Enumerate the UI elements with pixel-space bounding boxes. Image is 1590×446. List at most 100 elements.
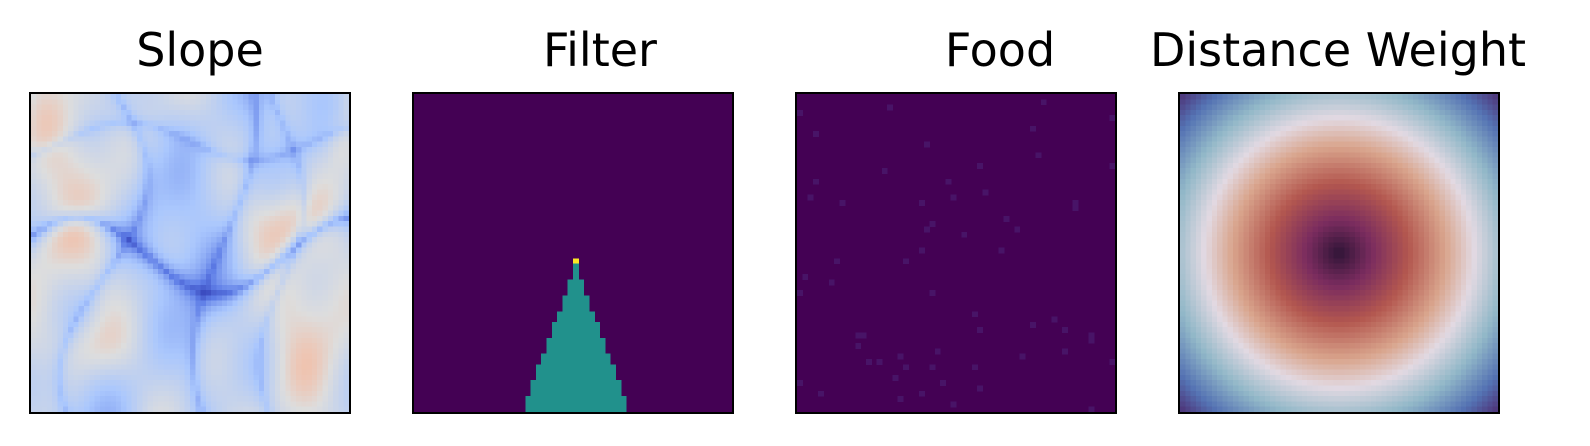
- heatmap-cell: [89, 284, 96, 291]
- heatmap-cell: [205, 327, 212, 334]
- heatmap-cell: [306, 374, 313, 381]
- filter-cone-cell: [573, 284, 579, 291]
- heatmap-cell: [306, 311, 313, 318]
- heatmap-cell: [126, 321, 133, 328]
- heatmap-cell: [296, 332, 302, 339]
- heatmap-cell: [121, 306, 127, 312]
- heatmap-cell: [290, 178, 297, 185]
- filter-cone-cell: [525, 406, 532, 412]
- heatmap-cell: [200, 380, 207, 387]
- filter-cone-cell: [604, 359, 611, 365]
- heatmap-cell: [211, 247, 218, 254]
- heatmap-cell: [1180, 147, 1186, 153]
- heatmap-cell: [211, 178, 218, 185]
- heatmap-cell: [1339, 136, 1345, 143]
- heatmap-cell: [1439, 99, 1446, 106]
- heatmap-cell: [158, 125, 165, 132]
- heatmap-cell: [1349, 104, 1356, 111]
- heatmap-cell: [147, 396, 154, 402]
- heatmap-cell: [142, 147, 149, 153]
- heatmap-cell: [1275, 173, 1282, 180]
- heatmap-cell: [1185, 152, 1192, 159]
- heatmap-cell: [243, 231, 249, 238]
- heatmap-cell: [57, 258, 64, 265]
- heatmap-cell: [285, 136, 292, 143]
- heatmap-cell: [121, 231, 127, 238]
- heatmap-cell: [317, 311, 324, 318]
- heatmap-cell: [115, 290, 122, 296]
- heatmap-cell: [121, 311, 127, 318]
- heatmap-cell: [137, 221, 143, 228]
- heatmap-cell: [227, 205, 233, 212]
- heatmap-cell: [73, 162, 80, 169]
- heatmap-cell: [216, 125, 223, 132]
- heatmap-cell: [78, 205, 85, 212]
- heatmap-cell: [179, 359, 186, 365]
- heatmap-cell: [1195, 152, 1202, 159]
- heatmap-cell: [322, 184, 329, 190]
- heatmap-cell: [269, 359, 276, 365]
- heatmap-cell: [1418, 125, 1425, 132]
- filter-cone-cell: [583, 369, 590, 376]
- heatmap-cell: [216, 237, 223, 243]
- heatmap-cell: [274, 184, 281, 190]
- heatmap-cell: [142, 194, 149, 201]
- heatmap-cell: [1450, 168, 1457, 175]
- heatmap-cell: [147, 109, 154, 116]
- heatmap-cell: [126, 247, 133, 254]
- heatmap-cell: [115, 210, 122, 217]
- heatmap-cell: [290, 364, 297, 371]
- heatmap-cell: [110, 237, 117, 243]
- heatmap-cell: [1280, 147, 1287, 153]
- heatmap-cell: [1227, 147, 1234, 153]
- heatmap-cell: [1397, 104, 1404, 111]
- heatmap-cell: [1365, 104, 1372, 111]
- heatmap-cell: [1275, 125, 1282, 132]
- heatmap-cell: [322, 94, 329, 100]
- heatmap-cell: [1291, 157, 1298, 164]
- heatmap-cell: [1445, 115, 1451, 122]
- heatmap-cell: [301, 205, 308, 212]
- heatmap-cell: [46, 321, 53, 328]
- heatmap-cell: [338, 348, 345, 355]
- heatmap-cell: [168, 306, 175, 312]
- heatmap-cell: [243, 337, 249, 344]
- heatmap-cell: [274, 337, 281, 344]
- heatmap-cell: [248, 337, 255, 344]
- heatmap-cell: [158, 385, 165, 392]
- heatmap-cell: [227, 152, 233, 159]
- heatmap-cell: [89, 343, 96, 349]
- heatmap-cell: [1180, 104, 1186, 111]
- heatmap-cell: [78, 189, 85, 196]
- heatmap-cell: [1264, 147, 1271, 153]
- heatmap-cell: [41, 316, 48, 323]
- heatmap-cell: [73, 343, 80, 349]
- heatmap-cell: [89, 189, 96, 196]
- heatmap-cell: [317, 268, 324, 275]
- heatmap-cell: [89, 274, 96, 281]
- heatmap-cell: [1434, 131, 1441, 137]
- heatmap-cell: [152, 359, 159, 365]
- heatmap-cell: [1429, 178, 1435, 185]
- heatmap-cell: [280, 189, 286, 196]
- heatmap-cell: [126, 237, 133, 243]
- heatmap-cell: [327, 247, 334, 254]
- heatmap-cell: [84, 406, 90, 412]
- heatmap-cell: [227, 237, 233, 243]
- heatmap-cell: [126, 327, 133, 334]
- heatmap-cell: [1492, 136, 1498, 143]
- heatmap-cell: [327, 136, 334, 143]
- heatmap-cell: [158, 369, 165, 376]
- heatmap-cell: [174, 231, 180, 238]
- heatmap-cell: [99, 104, 106, 111]
- heatmap-cell: [110, 290, 117, 296]
- heatmap-cell: [232, 284, 239, 291]
- heatmap-cell: [99, 237, 106, 243]
- heatmap-cell: [227, 157, 233, 164]
- heatmap-cell: [121, 147, 127, 153]
- heatmap-cell: [158, 131, 165, 137]
- heatmap-cell: [168, 311, 175, 318]
- heatmap-cell: [1254, 109, 1261, 116]
- heatmap-cell: [327, 390, 334, 397]
- heatmap-cell: [205, 316, 212, 323]
